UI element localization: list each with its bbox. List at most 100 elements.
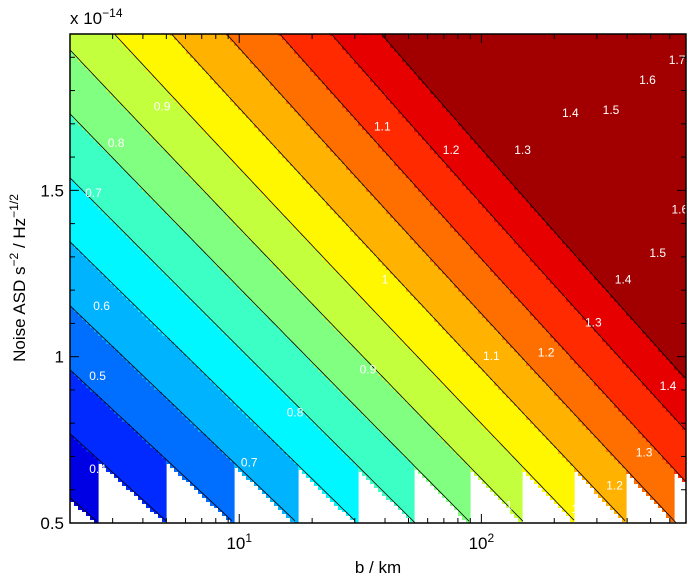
contour-band-cell [606,34,611,294]
contour-band-cell [354,466,359,523]
contour-band-cell [526,420,531,476]
contour-band-cell [358,68,363,128]
contour-band-cell [158,332,163,394]
contour-band-cell [618,306,623,360]
contour-band-cell [290,284,295,344]
contour-band-cell [434,432,439,490]
contour-band-cell [254,306,259,368]
contour-band-cell [122,108,127,172]
contour-band-cell [422,308,427,366]
contour-band-cell [402,286,407,346]
contour-band-cell [594,438,599,494]
contour-band-cell [270,34,275,88]
contour-band-cell [410,240,415,298]
contour-band-cell [558,400,563,456]
contour-band-cell [466,34,471,136]
contour-band-cell [238,350,243,412]
contour-band-cell [334,214,339,274]
contour-band-cell [470,34,475,142]
contour-band-cell [646,442,651,496]
contour-band-cell [198,310,203,372]
contour-band-cell [158,84,163,148]
contour-band-cell [662,356,667,410]
contour-band-cell [482,318,487,374]
contour-band-cell [242,174,247,236]
contour-band-cell [490,34,495,164]
contour-band-cell [146,34,151,74]
contour-band-cell [118,418,123,482]
contour-label: 0.7 [241,455,258,469]
contour-band-cell [122,422,127,486]
contour-band-cell [302,34,307,64]
contour-band-cell [122,34,127,48]
contour-band-cell [506,180,511,236]
contour-band-cell [102,150,107,216]
contour-band-cell [206,378,211,440]
contour-band-cell [534,428,539,484]
contour-band-cell [82,34,87,68]
contour-band-cell [170,98,175,160]
contour-band-cell [266,318,271,380]
contour-band-cell [514,34,519,192]
contour-band-cell [462,462,467,520]
contour-band-cell [410,70,415,128]
contour-band-cell [518,356,523,412]
contour-band-cell [106,92,111,156]
contour-band-cell [326,438,331,498]
contour-band-cell [642,34,647,336]
contour-band-cell [266,200,271,260]
contour-band-cell [622,416,627,470]
contour-band-cell [334,98,339,158]
contour-band-cell [362,186,367,246]
contour-band-cell [490,216,495,274]
contour-band-cell [342,338,347,398]
contour-band-cell [426,368,431,426]
contour-band-cell [438,34,443,104]
contour-band-cell [90,34,95,76]
contour-band-cell [570,252,575,308]
contour-band-cell [642,334,647,388]
contour-label: 0.8 [108,136,125,150]
contour-band-cell [106,406,111,472]
contour-band-cell [386,100,391,158]
contour-band-cell [346,226,351,286]
contour-band-cell [650,394,655,448]
contour-band-cell [490,162,495,218]
contour-band-cell [554,396,559,450]
contour-band-cell [414,188,419,246]
contour-band-cell [122,170,127,236]
contour-band-cell [370,82,375,140]
contour-band-cell [614,460,619,514]
contour-band-cell [418,360,423,418]
contour-band-cell [318,80,323,140]
contour-band-cell [458,402,463,460]
contour-band-cell [146,382,151,446]
contour-band-cell [494,386,499,442]
contour-band-cell [378,204,383,264]
contour-band-cell [230,102,235,164]
contour-band-cell [82,384,87,450]
contour-band-cell [94,78,99,144]
contour-band-cell [178,290,183,352]
contour-band-cell [218,148,223,210]
contour-band-cell [646,34,651,340]
contour-band-cell [434,154,439,212]
contour-label: 1.5 [603,103,620,117]
contour-band-cell [122,46,127,110]
contour-band-cell [566,34,571,250]
contour-band-cell [182,172,187,234]
contour-band-cell [130,242,135,306]
contour-band-cell [346,400,351,460]
contour-band-cell [586,270,591,326]
contour-band-cell [334,388,339,448]
contour-band-cell [450,282,455,340]
contour-band-cell [98,82,103,148]
contour-band-cell [390,388,395,446]
contour-band-cell [226,218,231,280]
contour-band-cell [566,462,571,516]
contour-band-cell [418,416,423,474]
contour-band-cell [502,448,507,504]
contour-band-cell [214,326,219,388]
contour-band-cell [646,338,651,392]
contour-band-cell [130,304,135,368]
